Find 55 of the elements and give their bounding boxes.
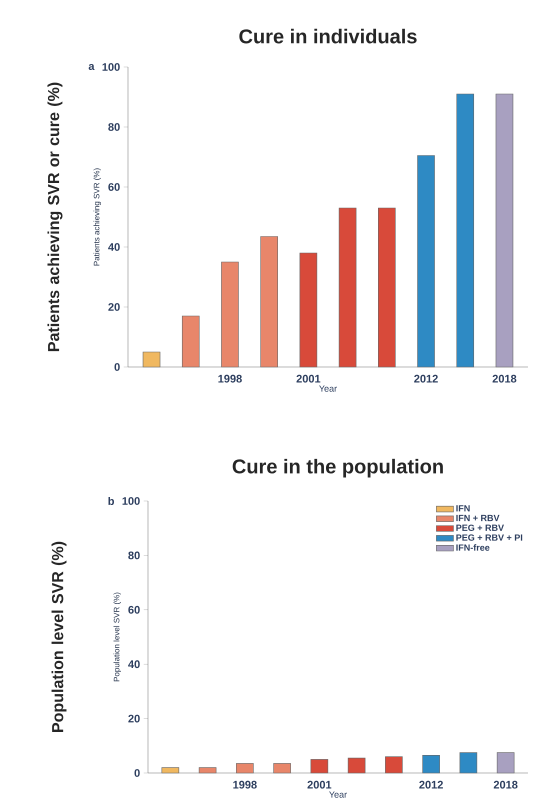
- text: Population level SVR (%): [52, 542, 66, 732]
- y-tick-label: 40: [128, 660, 140, 668]
- legend-label: PEG + RBV: [456, 524, 504, 531]
- bar: [198, 767, 216, 774]
- x-tick-label: 2012: [414, 374, 438, 383]
- chart-title: Cure in the population: [232, 458, 443, 478]
- x-tick-label: 2018: [492, 374, 516, 383]
- y-tick-label: 80: [128, 552, 140, 560]
- legend-label: PEG + RBV + PI: [456, 534, 522, 541]
- x-tick-label: 2012: [419, 780, 443, 789]
- legend-label: IFN: [456, 505, 470, 512]
- bar: [142, 352, 160, 368]
- bar: [182, 316, 200, 368]
- x-tick-label: 2001: [296, 374, 320, 383]
- bar: [456, 94, 474, 368]
- y-tick-label: 20: [108, 303, 120, 311]
- y-tick-label: 40: [108, 243, 120, 251]
- bar: [348, 758, 366, 774]
- text: Patients achieving SVR or cure (%): [47, 82, 62, 352]
- chart-title: Cure in individuals: [239, 28, 417, 44]
- text: a: [88, 64, 95, 70]
- bar: [221, 262, 239, 368]
- bar: [260, 236, 278, 368]
- y-axis-title: Population level SVR (%): [114, 592, 121, 682]
- y-tick-label: 0: [114, 363, 120, 371]
- legend-label: IFN-free: [456, 544, 490, 551]
- y-tick-label: 60: [108, 183, 120, 191]
- legend-label: IFN + RBV: [456, 514, 500, 522]
- x-tick-label: 1998: [233, 780, 257, 789]
- y-tick-label: 60: [128, 606, 140, 614]
- x-axis-title: Year: [319, 385, 337, 392]
- bar: [273, 763, 291, 774]
- bar: [460, 752, 478, 774]
- text: b: [108, 496, 114, 506]
- bar: [496, 94, 514, 368]
- y-axis-title: Patients achieving SVR (%): [94, 168, 101, 266]
- bar: [385, 756, 403, 774]
- bar: [422, 755, 440, 774]
- y-tick-label: 80: [108, 123, 120, 131]
- bar: [378, 208, 396, 368]
- bar: [300, 252, 318, 368]
- y-tick-label: 100: [122, 497, 140, 505]
- x-tick-label: 1998: [218, 374, 242, 383]
- y-tick-label: 20: [128, 714, 140, 722]
- x-axis-title: Year: [329, 791, 347, 798]
- y-tick-label: 100: [102, 63, 120, 71]
- bar: [496, 752, 514, 774]
- x-tick-label: 2001: [308, 780, 332, 789]
- bar: [162, 767, 180, 774]
- x-tick-label: 2018: [494, 780, 518, 789]
- bar: [310, 759, 328, 774]
- bar: [236, 763, 254, 774]
- bar: [338, 208, 356, 368]
- y-tick-label: 0: [134, 769, 140, 777]
- bar: [417, 155, 435, 368]
